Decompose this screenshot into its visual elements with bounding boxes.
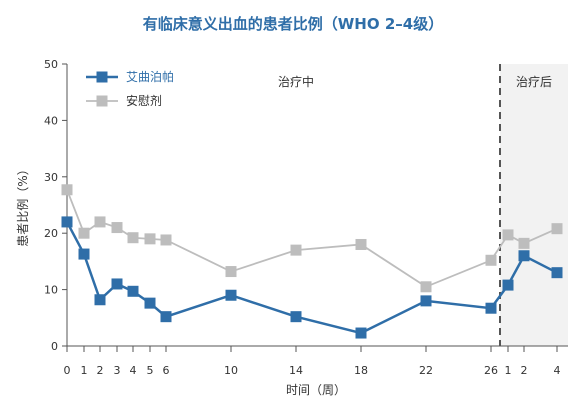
x-tick-label: 2 [521,364,528,377]
x-tick-label: 0 [64,364,71,377]
data-point [160,234,172,246]
series-group [61,184,563,339]
y-tick-label: 20 [44,227,58,240]
x-tick-label: 5 [147,364,154,377]
data-point [551,267,563,279]
y-tick-label: 30 [44,171,58,184]
x-tick-label: 1 [81,364,88,377]
data-point [94,216,106,228]
data-point [111,222,123,234]
data-point [420,281,432,293]
data-point [502,279,514,291]
data-point [355,327,367,339]
data-point [225,289,237,301]
chart-title: 有临床意义出血的患者比例（WHO 2–4级） [143,15,443,33]
x-axis-label: 时间（周） [286,383,346,397]
x-tick-label: 1 [505,364,512,377]
x-tick-label: 26 [484,364,498,377]
data-point [160,311,172,323]
x-tick-label: 3 [114,364,121,377]
legend-marker [96,95,108,107]
legend-label: 安慰剂 [126,93,162,108]
data-point [518,237,530,249]
x-tick-label: 4 [130,364,137,377]
data-point [127,285,139,297]
x-tick-label: 14 [289,364,303,377]
data-point [127,232,139,244]
series-0 [61,216,563,339]
x-tick-label: 2 [97,364,104,377]
data-point [485,302,497,314]
data-point [144,297,156,309]
data-point [420,295,432,307]
data-point [78,248,90,260]
x-tick-label: 18 [354,364,368,377]
y-tick-label: 40 [44,114,58,127]
x-tick-label: 10 [224,364,238,377]
data-point [94,294,106,306]
series-1 [61,184,563,293]
x-tick-label: 22 [419,364,433,377]
y-tick-label: 10 [44,284,58,297]
data-point [61,216,73,228]
y-axis-label: 患者比例（%） [16,163,30,246]
data-point [355,238,367,250]
region-label-on-treatment: 治疗中 [278,74,314,89]
y-tick-label: 50 [44,58,58,71]
region-label-post-treatment: 治疗后 [516,75,552,89]
y-tick-label: 0 [51,340,58,353]
data-point [485,254,497,266]
data-point [78,227,90,239]
x-ticks: 0 1 2 3 4 5 6 10 14 18 22 26 1 2 4 [64,346,561,377]
x-tick-label: 4 [554,364,561,377]
data-point [551,223,563,235]
data-point [290,311,302,323]
series-line [66,189,558,288]
data-point [290,244,302,256]
data-point [225,266,237,278]
legend-label: 艾曲泊帕 [126,69,174,84]
data-point [144,233,156,245]
post-treatment-shading [500,64,568,346]
y-ticks: 0 10 20 30 40 50 [44,58,67,353]
data-point [502,229,514,241]
data-point [518,250,530,262]
legend-marker [96,71,108,83]
data-point [111,278,123,290]
data-point [61,184,73,196]
x-tick-label: 6 [163,364,170,377]
